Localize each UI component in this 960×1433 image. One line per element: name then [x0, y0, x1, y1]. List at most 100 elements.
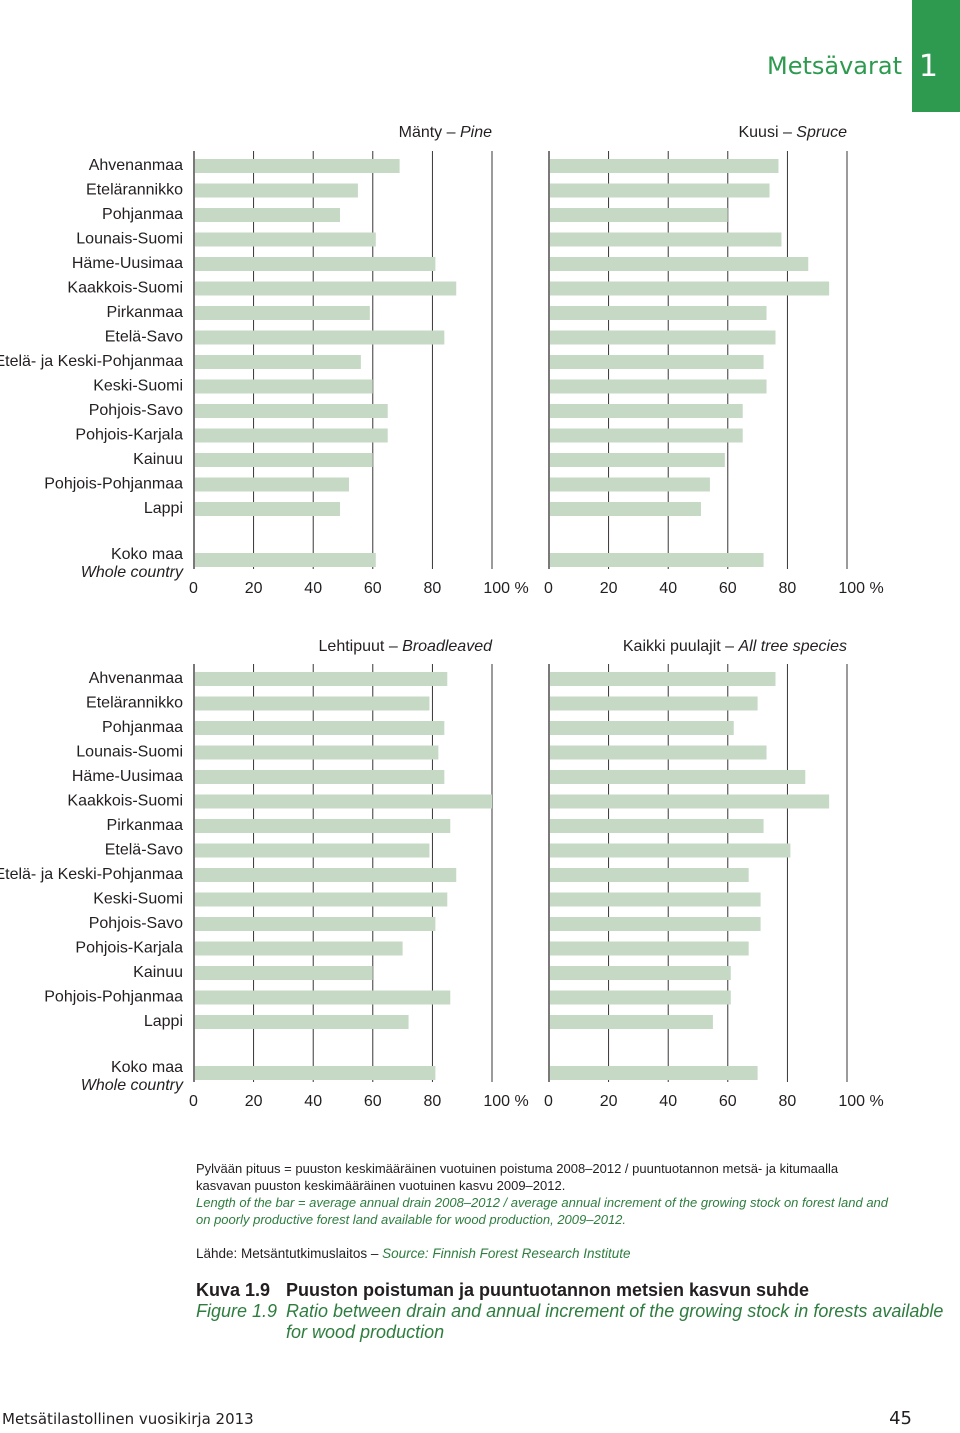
bar-3 — [550, 208, 728, 222]
region-label: Pohjois-Pohjanmaa — [44, 476, 183, 493]
caption-title-finnish: Puuston poistuman ja puuntuotannon metsi… — [286, 1280, 810, 1300]
bar-15 — [550, 502, 701, 516]
region-label: Pohjois-Karjala — [75, 427, 183, 444]
bar-2 — [195, 183, 358, 198]
panel-title-finnish: Kaikki puulajit – — [623, 638, 739, 655]
panel-title-finnish: Lehtipuut – — [319, 638, 403, 655]
tick-label: 80 — [424, 580, 442, 597]
bar-4 — [550, 232, 782, 247]
source-finnish: Lähde: Metsäntutkimuslaitos – — [196, 1246, 379, 1261]
bar-11 — [195, 917, 436, 931]
bar-13 — [550, 966, 731, 980]
bar-5 — [195, 257, 436, 271]
panel-title-finnish: Mänty – — [399, 124, 460, 141]
bar-10 — [195, 379, 373, 394]
bar-11 — [195, 404, 388, 418]
panel-title-english: Spruce — [796, 124, 847, 141]
region-label: Keski-Suomi — [93, 891, 183, 908]
panel-title: Kuusi – Spruce — [738, 124, 847, 141]
bar-8 — [195, 330, 445, 345]
region-label: Pohjois-Pohjanmaa — [44, 989, 183, 1006]
tick-label: 40 — [659, 580, 677, 597]
bar-9 — [550, 355, 764, 369]
tick-label: 20 — [245, 1093, 263, 1110]
bar-15 — [550, 1015, 713, 1029]
tick-label: 0 — [189, 1093, 198, 1110]
panel-title: Kaikki puulajit – All tree species — [623, 638, 847, 655]
bar-11 — [550, 917, 761, 931]
region-label: Etelä-Savo — [105, 842, 183, 859]
region-label: Kaakkois-Suomi — [67, 280, 183, 297]
region-label: Pirkanmaa — [107, 304, 184, 321]
bar-4 — [550, 745, 767, 760]
bar-1 — [550, 672, 776, 686]
region-label: Pohjanmaa — [102, 206, 183, 223]
region-label: Etelärannikko — [86, 182, 183, 199]
bar-8 — [550, 330, 776, 345]
figure-caption: Kuva 1.9 Puuston poistuman ja puuntuotan… — [196, 1280, 960, 1343]
tick-label: 80 — [779, 580, 797, 597]
tick-label: 20 — [600, 580, 618, 597]
total-label-finnish: Koko maa — [111, 1059, 183, 1076]
caption-label-english: Figure 1.9 — [196, 1301, 278, 1321]
chapter-tab — [912, 0, 960, 112]
region-label: Etelä- ja Keski-Pohjanmaa — [0, 353, 183, 370]
region-label: Häme-Uusimaa — [72, 255, 183, 272]
region-label: Kaakkois-Suomi — [67, 793, 183, 810]
bar-5 — [550, 257, 809, 271]
bar-14 — [550, 990, 731, 1005]
bar-2 — [550, 183, 770, 198]
region-label: Pohjois-Savo — [89, 402, 183, 419]
bar-14 — [195, 477, 349, 492]
region-label: Pohjois-Savo — [89, 915, 183, 932]
region-label: Ahvenanmaa — [89, 157, 183, 174]
tick-label: 20 — [600, 1093, 618, 1110]
bar-15 — [195, 1015, 409, 1029]
bar-total — [550, 1066, 758, 1080]
region-label: Pirkanmaa — [107, 817, 184, 834]
region-label: Keski-Suomi — [93, 378, 183, 395]
bar-2 — [550, 696, 758, 711]
bar-12 — [195, 941, 403, 956]
region-label: Lounais-Suomi — [76, 231, 183, 248]
bar-2 — [195, 696, 430, 711]
bar-1 — [195, 159, 400, 173]
bar-5 — [195, 770, 445, 784]
region-label: Häme-Uusimaa — [72, 768, 183, 785]
panel-title-english: All tree species — [738, 638, 848, 655]
region-label: Kainuu — [133, 964, 183, 981]
panel-title-english: Pine — [460, 124, 492, 141]
tick-label: 40 — [304, 580, 322, 597]
bar-6 — [550, 794, 830, 809]
tick-label: 80 — [779, 1093, 797, 1110]
bar-14 — [550, 477, 710, 492]
region-label: Lounais-Suomi — [76, 744, 183, 761]
tick-label: 100 % — [483, 1093, 528, 1110]
bar-6 — [195, 281, 457, 296]
bar-4 — [195, 745, 439, 760]
caption-title-english: Ratio between drain and annual increment… — [286, 1301, 944, 1342]
tick-label: 0 — [544, 1093, 553, 1110]
total-label-english: Whole country — [81, 1077, 184, 1094]
bar-7 — [550, 819, 764, 833]
bar-12 — [550, 428, 743, 443]
chapter-number: 1 — [918, 49, 938, 84]
bar-3 — [550, 721, 734, 735]
caption-label-finnish: Kuva 1.9 — [196, 1280, 271, 1300]
bar-10 — [550, 379, 767, 394]
tick-label: 40 — [659, 1093, 677, 1110]
total-label-english: Whole country — [81, 564, 184, 581]
panel-title-english: Broadleaved — [402, 638, 493, 655]
bar-9 — [195, 868, 457, 882]
tick-label: 60 — [719, 1093, 737, 1110]
bar-15 — [195, 502, 341, 516]
bar-10 — [195, 892, 448, 907]
region-label: Etelä- ja Keski-Pohjanmaa — [0, 866, 183, 883]
region-label: Lappi — [144, 1013, 183, 1030]
tick-label: 60 — [364, 580, 382, 597]
section-title: Metsävarat — [767, 52, 902, 80]
bar-13 — [195, 966, 373, 980]
bar-9 — [195, 355, 361, 369]
source-english: Source: Finnish Forest Research Institut… — [382, 1246, 631, 1261]
note-english: Length of the bar = average annual drain… — [196, 1195, 889, 1227]
